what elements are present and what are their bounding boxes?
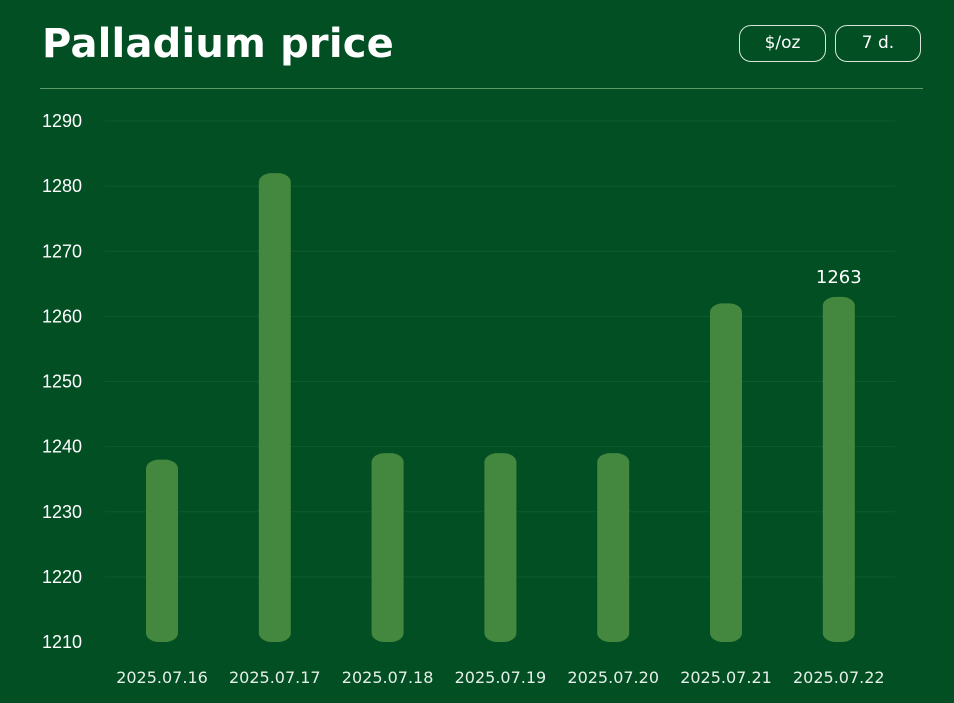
y-tick-label: 1240 xyxy=(42,437,82,457)
unit-button[interactable]: $/oz xyxy=(739,25,826,62)
x-tick-label: 2025.07.21 xyxy=(680,668,772,687)
data-label: 1263 xyxy=(816,267,862,288)
y-tick-label: 1280 xyxy=(42,176,82,196)
x-tick-label: 2025.07.22 xyxy=(793,668,885,687)
y-tick-label: 1250 xyxy=(42,372,82,392)
x-tick-label: 2025.07.18 xyxy=(342,668,434,687)
bar-2025.07.17[interactable] xyxy=(258,173,291,642)
y-tick-label: 1290 xyxy=(42,111,82,131)
header-divider xyxy=(40,88,923,89)
x-tick-label: 2025.07.16 xyxy=(116,668,208,687)
page-title: Palladium price xyxy=(42,21,394,67)
bar-2025.07.16[interactable] xyxy=(146,459,178,642)
x-tick-label: 2025.07.17 xyxy=(229,668,321,687)
bar-2025.07.18[interactable] xyxy=(371,453,404,642)
bar-2025.07.22[interactable] xyxy=(822,296,855,642)
x-tick-label: 2025.07.19 xyxy=(455,668,547,687)
bar-2025.07.21[interactable] xyxy=(710,303,742,642)
y-tick-label: 1230 xyxy=(42,502,82,522)
period-button[interactable]: 7 d. xyxy=(835,25,921,62)
x-tick-label: 2025.07.20 xyxy=(567,668,659,687)
y-tick-label: 1270 xyxy=(42,241,82,261)
bar-2025.07.20[interactable] xyxy=(597,453,630,642)
y-tick-label: 1260 xyxy=(42,306,82,326)
y-tick-label: 1220 xyxy=(42,567,82,587)
bar-2025.07.19[interactable] xyxy=(484,453,517,642)
y-tick-label: 1210 xyxy=(42,632,82,652)
